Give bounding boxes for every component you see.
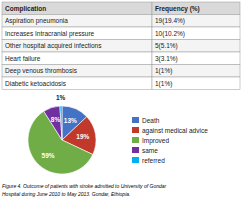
caption-line: Hospital during June 2010 to May 2013. G… [2,191,130,197]
data-labels: 13% 19% 59% 8% 1% [42,94,90,160]
data-label: 8% [51,116,61,123]
caption-line: Figure 4. Outcome of patients with strok… [2,183,167,189]
table-cell-text: Aspiration pneumonia [5,17,68,25]
table-cell-text: Other hospital acquired infections [5,42,102,50]
table: Complication Frequency (%) Aspiration pneu… [2,2,240,90]
legend-swatch [132,157,139,163]
legend-label: same [142,147,158,154]
data-label: 1% [56,94,66,101]
table-cell [152,27,240,40]
legend-label: Improved [142,137,169,145]
table-cell [152,65,240,78]
caption: Figure 4. Outcome of patients with strok… [2,183,167,197]
table-cell [152,52,240,65]
table-cell-text: Deep venous thrombosis [5,67,78,75]
table-cell [2,40,152,53]
data-label: 13% [64,117,77,124]
table-cell-text: 3(3.1%) [155,55,178,63]
table-cell-text: 1(1%) [155,67,172,75]
legend-swatch [132,147,139,153]
table-cell [2,15,152,28]
table-cell-text: 10(10.2%) [155,30,185,38]
legend: Death against medical advice Improved same r… [132,117,208,164]
legend-swatch [132,127,139,133]
table-cell-text: 1(1%) [155,80,172,88]
pie-slice [44,106,62,140]
table-cell [2,65,152,78]
table-cell [2,27,152,40]
table-cell [152,77,240,90]
table-cell [152,15,240,28]
legend-label: against medical advice [142,127,208,135]
legend-swatch [132,117,139,123]
table-cell [2,77,152,90]
table-cell-text: Increases Intracranial pressure [5,30,95,38]
table-cell-text: 5(5.1%) [155,42,178,50]
legend-swatch [132,137,139,143]
table-header-text: Complication [5,5,46,13]
data-label: 59% [42,152,55,159]
table-cell-text: Diabetic ketoacidosis [5,80,67,87]
table-cell [152,40,240,53]
table-cell [2,52,152,65]
table-header-cell [152,2,240,15]
pie [28,106,96,174]
data-label: 19% [76,133,89,140]
legend-label: Death [142,117,160,124]
chart-root: Complication Frequency (%) Aspiration pneu… [0,0,243,206]
table-cell-text: Heart failure [5,55,41,62]
table-header-cell [2,2,152,15]
legend-label: referred [142,157,165,164]
table-header-text: Frequency (%) [155,5,200,13]
table-cell-text: 19(19.4%) [155,17,185,25]
